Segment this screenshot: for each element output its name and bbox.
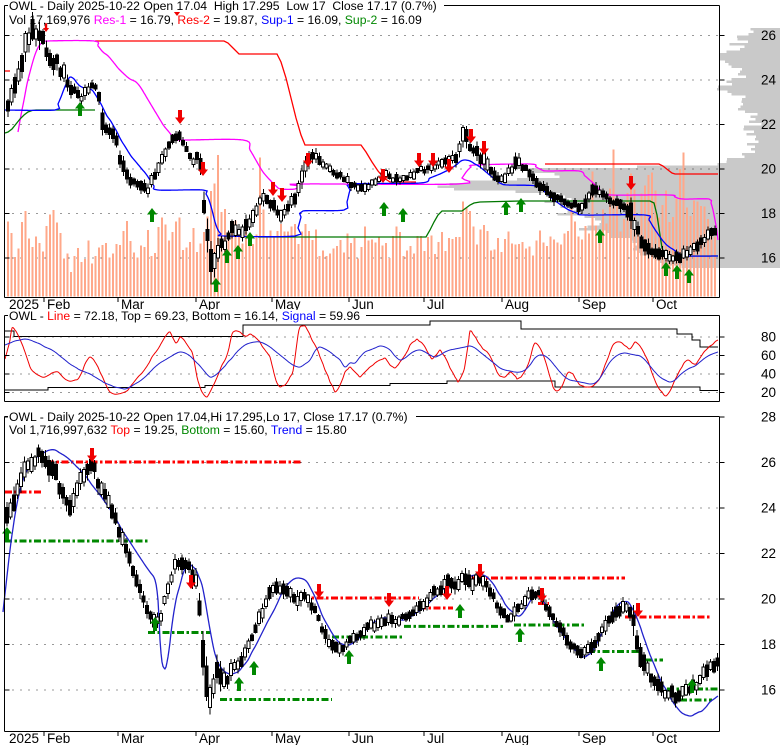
svg-text:Vol 1,716,997,632 Top = 19.25,: Vol 1,716,997,632 Top = 19.25, Bottom = …	[9, 423, 347, 437]
svg-text:2025: 2025	[9, 731, 39, 745]
svg-text:16: 16	[761, 683, 776, 698]
svg-text:28: 28	[761, 410, 776, 425]
svg-text:24: 24	[761, 73, 777, 88]
svg-text:40: 40	[761, 367, 776, 382]
svg-text:May: May	[275, 731, 301, 745]
svg-text:Aug: Aug	[505, 297, 529, 312]
svg-text:22: 22	[761, 546, 776, 561]
svg-text:20: 20	[761, 592, 776, 607]
svg-text:Sep: Sep	[582, 297, 606, 312]
svg-text:18: 18	[761, 637, 776, 652]
svg-text:26: 26	[761, 28, 776, 43]
svg-text:Aug: Aug	[505, 731, 529, 745]
svg-text:OWL - Line = 72.18, Top = 69.2: OWL - Line = 72.18, Top = 69.23, Bottom …	[9, 309, 360, 323]
svg-text:OWL - Daily 2025-10-22 Open 17: OWL - Daily 2025-10-22 Open 17.04 High 1…	[9, 0, 437, 13]
svg-text:OWL - Daily 2025-10-22 Open 17: OWL - Daily 2025-10-22 Open 17.04,Hi 17.…	[9, 410, 408, 424]
svg-text:Apr: Apr	[199, 731, 221, 745]
svg-text:60: 60	[761, 348, 776, 363]
svg-text:16: 16	[761, 251, 776, 266]
svg-text:20: 20	[761, 162, 776, 177]
svg-text:Mar: Mar	[121, 731, 145, 745]
svg-text:Oct: Oct	[656, 731, 677, 745]
svg-text:Jul: Jul	[427, 297, 444, 312]
svg-text:20: 20	[761, 385, 776, 400]
svg-text:18: 18	[761, 206, 776, 221]
svg-text:Sep: Sep	[582, 731, 606, 745]
svg-text:Jun: Jun	[352, 731, 374, 745]
svg-text:22: 22	[761, 117, 776, 132]
svg-text:80: 80	[761, 330, 776, 345]
svg-text:Vol 17,169,976 Res-1 = 16.79,: Vol 17,169,976 Res-1 = 16.79, Res-2 = 19…	[9, 13, 422, 27]
svg-text:Oct: Oct	[656, 297, 677, 312]
svg-text:Jul: Jul	[427, 731, 444, 745]
svg-text:26: 26	[761, 455, 776, 470]
svg-text:24: 24	[761, 501, 777, 516]
svg-text:Feb: Feb	[47, 731, 70, 745]
